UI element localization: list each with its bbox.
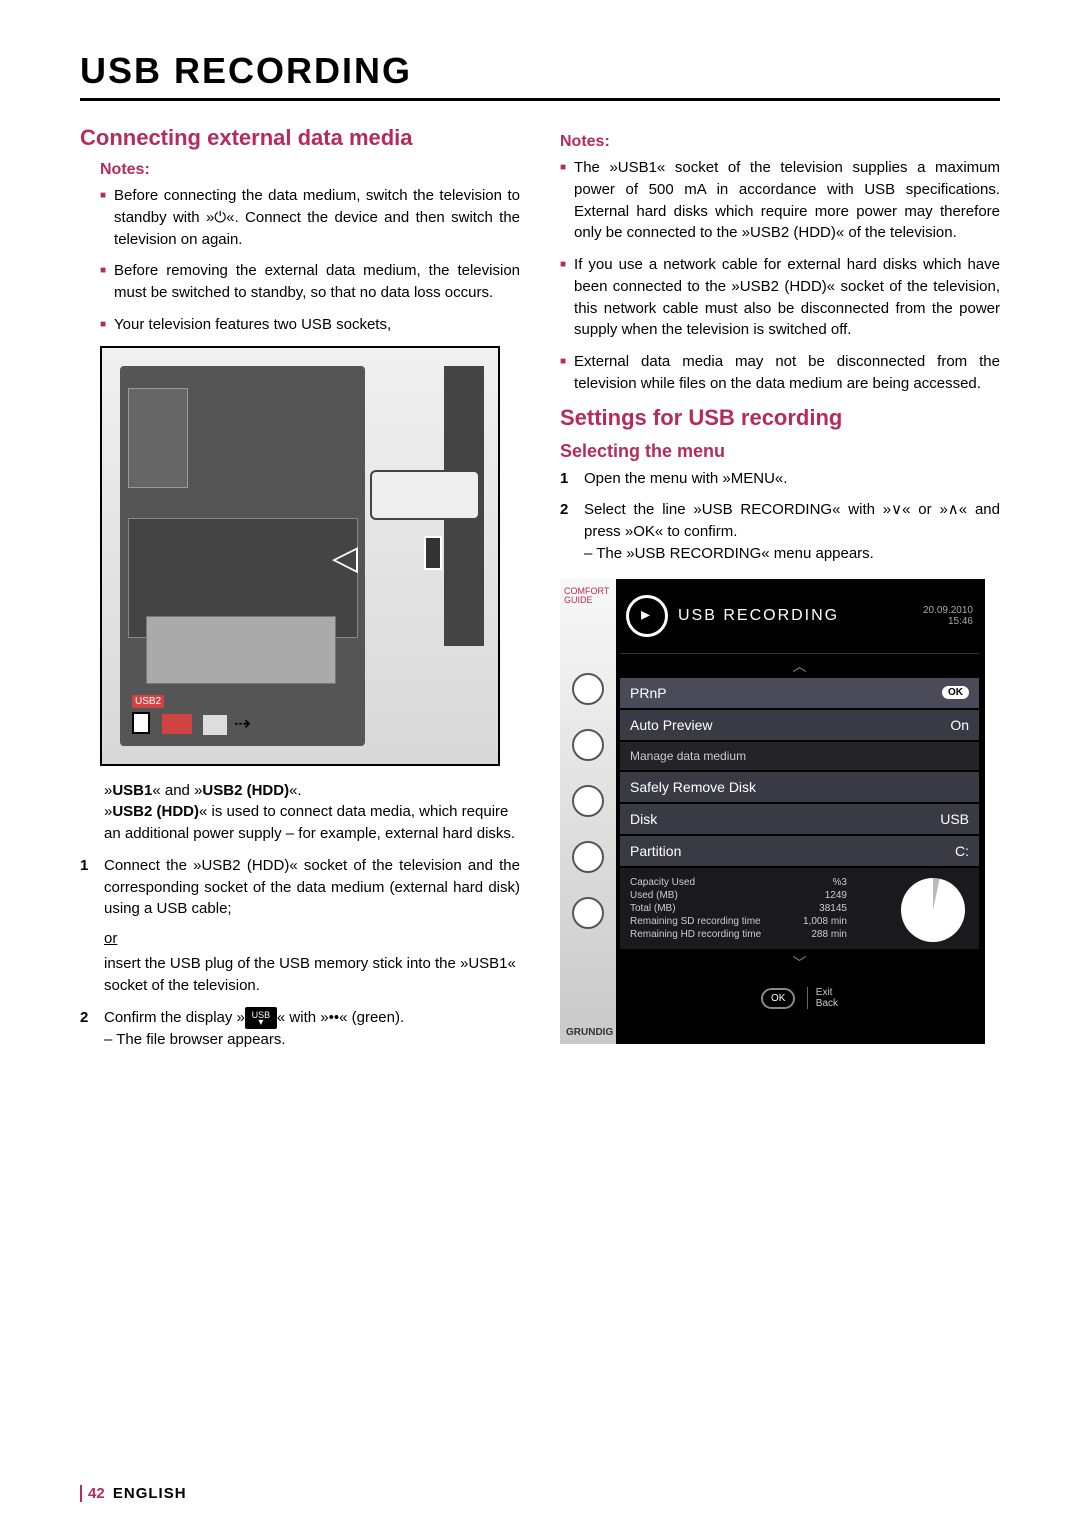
- step-text: Select the line »USB RECORDING« with »∨«…: [584, 499, 1000, 564]
- usb-inline-icon: USB: [245, 1007, 277, 1029]
- bullet-item: ■ Before connecting the data medium, swi…: [100, 185, 520, 250]
- step-text: Open the menu with »MENU«.: [584, 468, 787, 490]
- chevron-down-icon: ﹀: [620, 949, 979, 977]
- notes-label-right: Notes:: [560, 133, 1000, 151]
- bullet-icon: ■: [560, 161, 566, 244]
- page-footer: 42 ENGLISH: [80, 1485, 187, 1502]
- step-number: 2: [80, 1007, 94, 1051]
- brand-label: GRUNDIG: [566, 1027, 613, 1038]
- step-number: 2: [560, 499, 574, 564]
- bullet-icon: ■: [560, 355, 566, 395]
- bullet-item: ■ Before removing the external data medi…: [100, 260, 520, 304]
- footer-hints: ExitBack: [807, 987, 838, 1009]
- step-item: 1 Connect the »USB2 (HDD)« socket of the…: [80, 855, 520, 920]
- bullet-text: Your television features two USB sockets…: [114, 314, 391, 336]
- step-text: Connect the »USB2 (HDD)« socket of the t…: [104, 855, 520, 920]
- sidebar-icon: [572, 785, 604, 817]
- step-item: 2 Select the line »USB RECORDING« with »…: [560, 499, 1000, 564]
- usb-recording-menu: COMFORT GUIDE GRUNDIG USB RECORDING 20.0…: [560, 579, 985, 1044]
- sidebar-icon: [572, 729, 604, 761]
- bullet-icon: ■: [100, 264, 106, 304]
- chevron-up-icon: ︿: [620, 654, 979, 678]
- page-title-bar: USB RECORDING: [80, 50, 1000, 101]
- subhead-selecting: Selecting the menu: [560, 441, 1000, 462]
- usb-sockets-line: »USB1« and »USB2 (HDD)«. »USB2 (HDD)« is…: [104, 780, 520, 845]
- menu-row-auto-preview[interactable]: Auto Preview On: [620, 710, 979, 740]
- sidebar-icon: [572, 673, 604, 705]
- bullet-item: ■ If you use a network cable for externa…: [560, 254, 1000, 341]
- bullet-text: Before connecting the data medium, switc…: [114, 185, 520, 250]
- menu-row-remove[interactable]: Safely Remove Disk: [620, 772, 979, 802]
- menu-row-partition[interactable]: Partition C:: [620, 836, 979, 866]
- bullet-text: External data media may not be disconnec…: [574, 351, 1000, 395]
- sidebar-icon: [572, 841, 604, 873]
- step-item: 2 Confirm the display »USB« with »••« (g…: [80, 1007, 520, 1051]
- notes-label-left: Notes:: [100, 161, 520, 179]
- menu-footer: OK ExitBack: [620, 977, 979, 1009]
- menu-datetime: 20.09.201015:46: [923, 605, 973, 627]
- bullet-icon: ■: [560, 258, 566, 341]
- menu-title: USB RECORDING: [678, 607, 839, 625]
- arrow-right-icon: ⇢: [234, 711, 251, 736]
- step-text: Confirm the display »USB« with »••« (gre…: [104, 1007, 404, 1051]
- bullet-item: ■ Your television features two USB socke…: [100, 314, 520, 336]
- page-title: USB RECORDING: [80, 50, 412, 92]
- ok-button-hint: OK: [761, 988, 795, 1009]
- step-item: 1 Open the menu with »MENU«.: [560, 468, 1000, 490]
- page-number: 42: [80, 1485, 105, 1502]
- menu-sidebar: COMFORT GUIDE GRUNDIG: [560, 579, 616, 1044]
- menu-row-prnp[interactable]: PRnP OK: [620, 678, 979, 708]
- sidebar-icon: [572, 897, 604, 929]
- menu-stats: Capacity Used%3 Used (MB)1249 Total (MB)…: [620, 868, 979, 949]
- menu-row-manage[interactable]: Manage data medium: [620, 742, 979, 770]
- sidebar-label: COMFORT GUIDE: [564, 587, 616, 607]
- usb2-label: USB2: [132, 695, 164, 708]
- tv-connection-diagram: ◁ USB2 ⇢: [100, 346, 500, 766]
- arrow-left-icon: ◁: [332, 538, 358, 578]
- bullet-icon: ■: [100, 189, 106, 250]
- page-language: ENGLISH: [113, 1485, 187, 1502]
- or-label: or: [104, 930, 520, 947]
- bullet-item: ■ The »USB1« socket of the television su…: [560, 157, 1000, 244]
- step-number: 1: [80, 855, 94, 920]
- bullet-text: The »USB1« socket of the television supp…: [574, 157, 1000, 244]
- bullet-text: If you use a network cable for external …: [574, 254, 1000, 341]
- ok-badge: OK: [942, 686, 969, 699]
- menu-row-disk[interactable]: Disk USB: [620, 804, 979, 834]
- heading-settings: Settings for USB recording: [560, 405, 1000, 431]
- step-number: 1: [560, 468, 574, 490]
- heading-connecting: Connecting external data media: [80, 125, 520, 151]
- or-text: insert the USB plug of the USB memory st…: [104, 953, 520, 997]
- bullet-icon: ■: [100, 318, 106, 336]
- bullet-text: Before removing the external data medium…: [114, 260, 520, 304]
- pie-chart-icon: [901, 878, 965, 942]
- left-column: Connecting external data media Notes: ■ …: [80, 125, 520, 1060]
- bullet-item: ■ External data media may not be disconn…: [560, 351, 1000, 395]
- play-ring-icon: [626, 595, 668, 637]
- menu-header: USB RECORDING 20.09.201015:46: [620, 585, 979, 654]
- right-column: Notes: ■ The »USB1« socket of the televi…: [560, 125, 1000, 1060]
